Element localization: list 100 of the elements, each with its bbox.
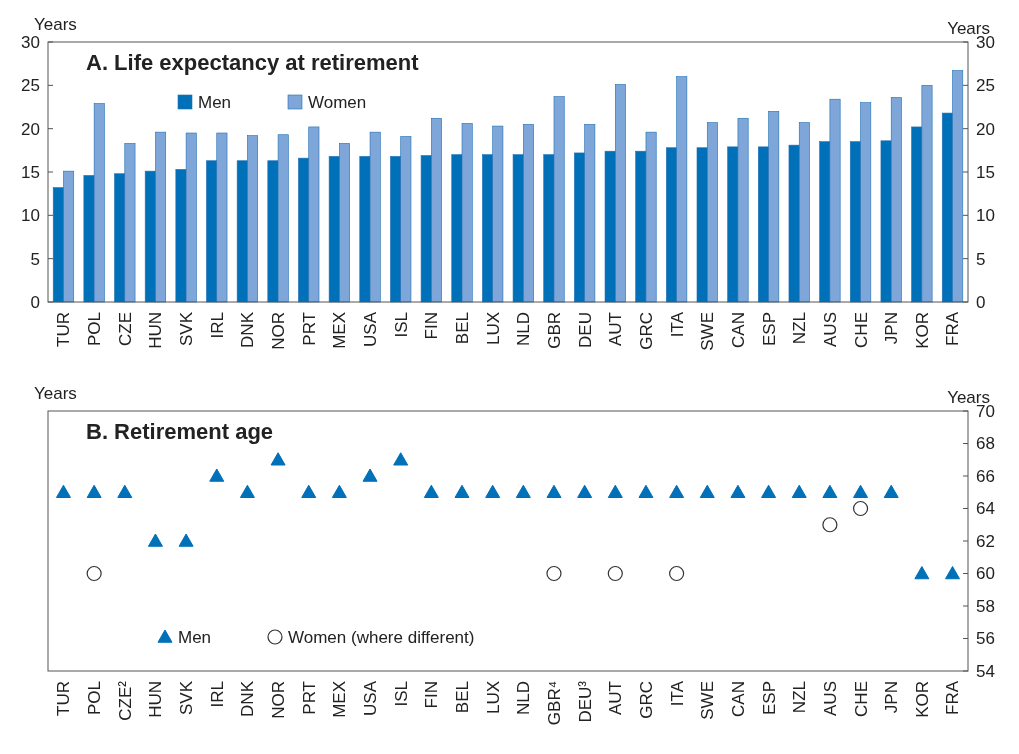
x-tick-label: SWE [698,681,718,720]
x-tick-label: IRL [207,312,227,339]
x-tick-label: DNK [238,311,258,348]
x-tick-label: SWE [698,312,718,351]
point [638,484,654,498]
x-tick-label: AUS [820,312,840,347]
point [485,484,501,498]
point [669,484,685,498]
x-tick-label: BEL [452,681,472,714]
x-tick-label: CZE² [115,680,135,721]
point [914,566,930,580]
legend-label: Men [178,627,212,647]
y2-tick-label: 56 [976,629,995,649]
x-tick-label: POL [85,681,105,716]
point [577,484,593,498]
point [945,566,961,580]
x-tick-label: ESP [759,681,779,716]
legend-label: Women [308,92,367,112]
point [761,484,777,498]
point [822,484,838,498]
chart-title: A. Life expectancy at retirement [86,50,420,75]
y2-tick-label: 60 [976,564,995,584]
x-tick-label: KOR [912,681,932,718]
x-tick-label: ITA [667,311,687,338]
point [546,484,562,498]
point [607,565,623,582]
point [362,468,378,482]
point [239,484,255,498]
point [699,484,715,498]
x-tick-label: FRA [943,311,963,346]
y2-tick-label: 10 [976,206,995,226]
x-tick-label: AUT [606,681,626,715]
x-tick-label: DEU³ [575,680,595,723]
point [883,484,899,498]
point [853,484,869,498]
x-tick-label: JPN [882,681,902,714]
point [515,484,531,498]
x-tick-label: MEX [330,312,350,349]
x-tick-label: PRT [299,681,319,715]
x-tick-label: SVK [177,680,197,716]
y2-tick-label: 54 [976,661,995,681]
y-tick-label: 0 [30,292,40,312]
y-tick-label: 20 [21,119,40,139]
point [607,484,623,498]
y2-tick-label: 20 [976,119,995,139]
point [423,484,439,498]
y-tick-label: 10 [21,206,40,226]
point [852,500,869,517]
point [546,565,562,582]
point [86,484,102,498]
point [147,533,163,547]
x-tick-label: GRC [636,312,656,350]
y-axis-title: Years [34,384,77,403]
legend-label: Men [198,92,232,112]
point [393,452,409,466]
x-tick-label: CHE [851,681,871,717]
x-tick-label: DNK [238,680,258,717]
y-axis-title: Years [34,15,77,34]
x-tick-label: NLD [514,312,534,347]
legend-label: Women (where different) [288,627,475,647]
x-tick-label: NOR [269,312,289,350]
point [117,484,133,498]
x-tick-label: SVK [177,311,197,347]
y2-tick-label: 15 [976,162,995,182]
point [822,517,838,533]
x-tick-label: KOR [912,312,932,349]
point [454,484,470,498]
point [669,565,685,582]
y2-tick-label: 66 [976,466,995,486]
y2-tick-label: 5 [976,249,986,269]
x-tick-label: GBR⁴ [544,681,564,726]
y2-tick-label: 25 [976,76,995,96]
point [270,452,286,466]
x-tick-label: LUX [483,681,503,715]
x-tick-label: GBR [544,312,564,349]
x-tick-label: LUX [483,312,503,346]
y-tick-label: 25 [21,76,40,96]
x-tick-label: JPN [882,312,902,345]
point [301,484,317,498]
x-tick-label: BEL [452,312,472,345]
point [331,484,347,498]
x-tick-label: DEU [575,312,595,348]
point [86,565,102,582]
x-tick-label: TUR [54,312,74,347]
x-tick-label: GRC [636,681,656,719]
x-tick-label: NLD [514,681,534,716]
x-tick-label: ESP [759,312,779,347]
x-tick-label: PRT [299,312,319,346]
x-tick-label: IRL [207,681,227,708]
x-tick-label: MEX [330,681,350,718]
x-tick-label: ITA [667,680,687,707]
x-tick-label: TUR [54,681,74,716]
y2-tick-label: 0 [976,292,986,312]
x-tick-label: CHE [851,312,871,348]
x-tick-label: NZL [790,681,810,714]
x-tick-label: NOR [269,681,289,719]
x-tick-label: USA [361,680,380,716]
x-tick-label: CAN [728,312,748,348]
x-tick-label: CAN [728,681,748,717]
x-tick-label: HUN [146,681,166,718]
